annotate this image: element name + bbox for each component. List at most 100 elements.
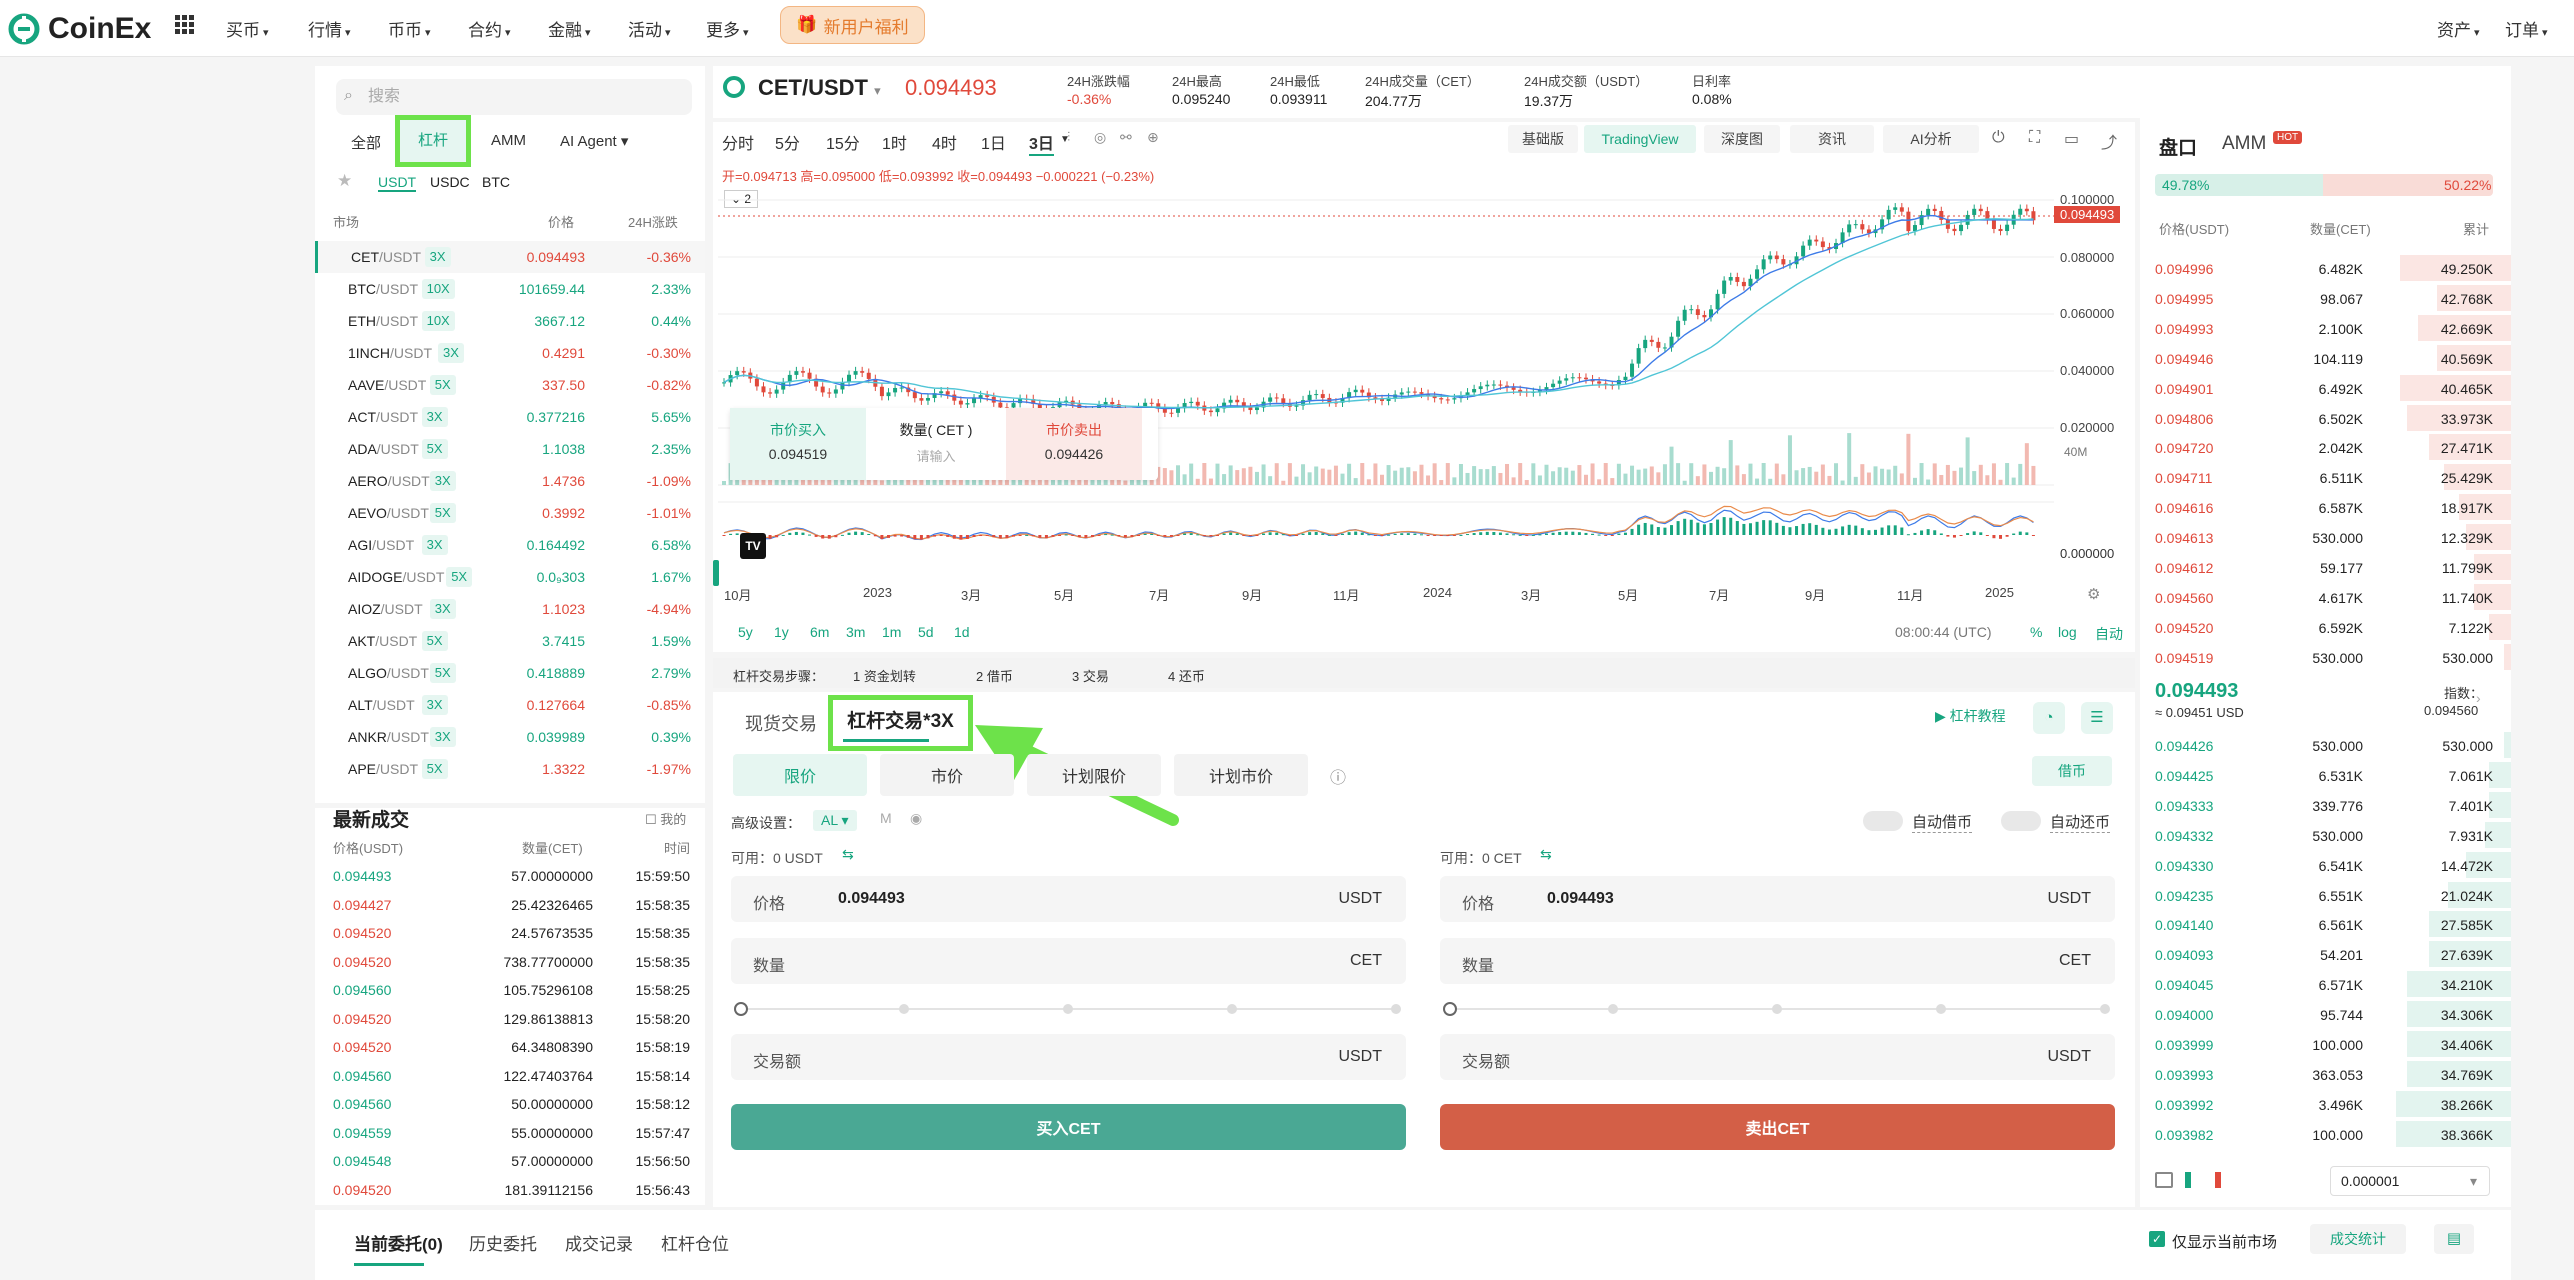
chart-view-tab[interactable]: 资讯 <box>1790 125 1874 153</box>
ask-row[interactable]: 0.094993 2.100K 42.669K <box>2140 313 2511 343</box>
interval-option[interactable]: 分时 <box>722 136 755 153</box>
settings-icon[interactable]: ◎ <box>1094 129 1107 145</box>
tab-amm[interactable]: AMM <box>491 132 526 149</box>
tab-trade-history[interactable]: 成交记录 <box>565 1235 633 1254</box>
bid-row[interactable]: 0.094093 54.201 27.639K <box>2140 939 2511 969</box>
chart-type-icon[interactable]: ⫶ <box>1067 129 1071 144</box>
filter-settings-icon[interactable]: ☰ <box>2081 702 2113 734</box>
nav-buy-crypto[interactable]: 买币 <box>226 16 269 41</box>
margin-tutorial-link[interactable]: ▶ 杠杆教程 <box>1935 708 2006 724</box>
order-type-limit[interactable]: 限价 <box>733 754 867 796</box>
tab-spot-trading[interactable]: 现货交易 <box>745 714 817 734</box>
buy-cet-button[interactable]: 买入CET <box>731 1104 1406 1150</box>
market-row[interactable]: BTC/USDT 10X 101659.44 2.33% <box>315 273 705 305</box>
ask-row[interactable]: 0.094806 6.502K 33.973K <box>2140 403 2511 433</box>
col-price[interactable]: 价格 <box>548 215 575 230</box>
current-market-checkbox[interactable]: ✓ <box>2149 1231 2165 1247</box>
nav-more[interactable]: 更多 <box>706 16 749 41</box>
sell-cet-button[interactable]: 卖出CET <box>1440 1104 2115 1150</box>
ask-row[interactable]: 0.094519 530.000 530.000 <box>2140 642 2511 672</box>
bid-row[interactable]: 0.094333 339.776 7.401K <box>2140 790 2511 820</box>
add-icon[interactable]: ⊕ <box>1147 129 1159 145</box>
nav-markets[interactable]: 行情 <box>308 16 351 41</box>
sell-transfer-icon[interactable]: ⇆ <box>1540 846 1552 862</box>
bid-row[interactable]: 0.093999 100.000 34.406K <box>2140 1029 2511 1059</box>
ask-row[interactable]: 0.094711 6.511K 25.429K <box>2140 462 2511 492</box>
market-row[interactable]: AEVO/USDT 5X 0.3992 -1.01% <box>315 497 705 529</box>
interval-option[interactable]: 4时 <box>932 136 957 153</box>
document-icon[interactable]: ▤ <box>2434 1224 2474 1254</box>
market-search-input[interactable]: 搜索 <box>336 79 692 115</box>
sell-price-input[interactable]: 价格 0.094493 USDT <box>1440 876 2115 922</box>
ask-row[interactable]: 0.094901 6.492K 40.465K <box>2140 373 2511 403</box>
chart-view-tab[interactable]: 基础版 <box>1508 125 1578 153</box>
ask-row[interactable]: 0.094612 59.177 11.799K <box>2140 552 2511 582</box>
tab-margin[interactable]: 杠杆 <box>395 115 471 167</box>
nav-assets[interactable]: 资产 <box>2437 16 2480 41</box>
sell-qty-input[interactable]: 数量 CET <box>1440 938 2115 984</box>
quick-qty-input[interactable]: 数量( CET ) 请输入 <box>868 408 1004 480</box>
candlestick-chart[interactable] <box>718 180 2054 575</box>
ask-row[interactable]: 0.094616 6.587K 18.917K <box>2140 492 2511 522</box>
chevron-right-icon[interactable]: › <box>2476 690 2481 706</box>
new-user-promo-button[interactable]: 🎁 新用户福利 <box>780 6 925 44</box>
range-option[interactable]: 5y <box>738 624 753 640</box>
market-row[interactable]: ACT/USDT 3X 0.377216 5.65% <box>315 401 705 433</box>
market-row[interactable]: AERO/USDT 3X 1.4736 -1.09% <box>315 465 705 497</box>
chart-view-tab[interactable]: TradingView <box>1584 125 1696 153</box>
panel-drag-handle[interactable] <box>713 560 719 586</box>
market-row[interactable]: AAVE/USDT 5X 337.50 -0.82% <box>315 369 705 401</box>
range-option[interactable]: 1y <box>774 624 789 640</box>
quote-usdc[interactable]: USDC <box>430 174 470 190</box>
interval-option[interactable]: 1日 <box>981 136 1006 153</box>
my-trades-toggle[interactable]: ☐ 我的 <box>645 812 687 827</box>
bid-row[interactable]: 0.094045 6.571K 34.210K <box>2140 969 2511 999</box>
bid-row[interactable]: 0.093992 3.496K 38.266K <box>2140 1089 2511 1119</box>
market-sell-button[interactable]: 市价卖出 0.094426 <box>1006 408 1142 480</box>
bid-row[interactable]: 0.094332 530.000 7.931K <box>2140 820 2511 850</box>
market-row[interactable]: AIDOGE/USDT 5X 0.0₉303 1.67% <box>315 561 705 593</box>
bid-row[interactable]: 0.094235 6.551K 21.024K <box>2140 880 2511 910</box>
bid-row[interactable]: 0.094140 6.561K 27.585K <box>2140 909 2511 939</box>
tab-amm-book[interactable]: AMM <box>2222 133 2267 154</box>
market-row[interactable]: ALGO/USDT 5X 0.418889 2.79% <box>315 657 705 689</box>
ask-row[interactable]: 0.094995 98.067 42.768K <box>2140 283 2511 313</box>
tab-ai-agent[interactable]: AI Agent ▾ <box>560 133 629 150</box>
book-asks-view-icon[interactable] <box>2215 1172 2227 1188</box>
step-transfer[interactable]: 1 资金划转 <box>853 669 916 684</box>
chart-view-tab[interactable]: 深度图 <box>1704 125 1780 153</box>
market-row[interactable]: AIOZ/USDT 3X 1.1023 -4.94% <box>315 593 705 625</box>
opt-auto[interactable]: 自动 <box>2095 626 2123 642</box>
pair-selector[interactable]: CET/USDT ▾ <box>758 75 881 100</box>
market-buy-button[interactable]: 市价买入 0.094519 <box>730 408 866 480</box>
layout-icon[interactable]: ▭ <box>2064 131 2080 148</box>
tab-margin-positions[interactable]: 杠杆仓位 <box>661 1235 729 1254</box>
favorite-star-icon[interactable]: ★ <box>337 171 353 190</box>
fullscreen-icon[interactable]: ⛶ <box>2029 129 2041 146</box>
bid-row[interactable]: 0.094000 95.744 34.306K <box>2140 999 2511 1029</box>
col-change[interactable]: 24H涨跌 <box>628 215 678 230</box>
buy-price-input[interactable]: 价格 0.094493 USDT <box>731 876 1406 922</box>
sell-percent-slider[interactable] <box>1440 998 2115 1020</box>
market-row[interactable]: AGI/USDT 3X 0.164492 6.58% <box>315 529 705 561</box>
eye-icon[interactable]: ◉ <box>910 810 923 826</box>
nav-finance[interactable]: 金融 <box>548 16 591 41</box>
market-row[interactable]: ETH/USDT 10X 3667.12 0.44% <box>315 305 705 337</box>
nav-orders[interactable]: 订单 <box>2505 16 2548 41</box>
coinex-logo[interactable]: CoinEx <box>8 12 151 46</box>
interval-option[interactable]: 1时 <box>882 136 907 153</box>
risk-gauge-icon[interactable]: ◔ <box>2033 702 2065 734</box>
ask-row[interactable]: 0.094520 6.592K 7.122K <box>2140 612 2511 642</box>
trade-stats-button[interactable]: 成交统计 <box>2310 1224 2406 1254</box>
interval-option[interactable]: 5分 <box>775 136 800 153</box>
interval-option[interactable]: 3日 <box>1029 130 1054 156</box>
buy-percent-slider[interactable] <box>731 998 1406 1020</box>
market-row[interactable]: 1INCH/USDT 3X 0.4291 -0.30% <box>315 337 705 369</box>
quote-usdt[interactable]: USDT <box>378 174 417 192</box>
buy-qty-input[interactable]: 数量 CET <box>731 938 1406 984</box>
apps-grid-icon[interactable] <box>175 15 195 39</box>
nav-spot[interactable]: 币币 <box>388 16 431 41</box>
info-icon[interactable]: ⓘ <box>1330 770 1347 787</box>
opt-log[interactable]: log <box>2058 624 2077 640</box>
opt-percent[interactable]: % <box>2030 624 2043 640</box>
